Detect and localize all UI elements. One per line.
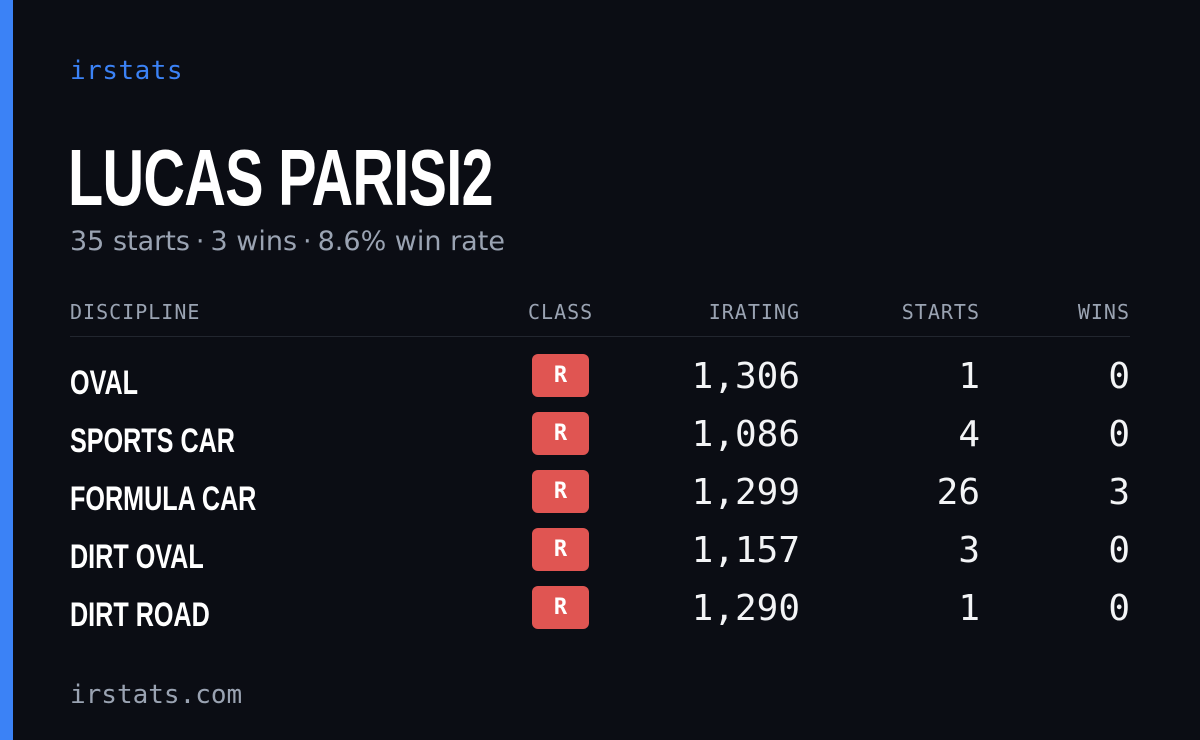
starts-value: 3 <box>958 530 980 571</box>
wins-value: 0 <box>1108 414 1130 455</box>
discipline-name: DIRT ROAD <box>70 596 210 634</box>
discipline-name: SPORTS CAR <box>70 422 235 460</box>
footer-url: irstats.com <box>70 680 243 710</box>
class-badge: R <box>532 412 589 455</box>
starts-count: 35 starts <box>70 226 190 257</box>
header-irating: IRATING <box>708 300 800 324</box>
irating-value: 1,157 <box>691 530 800 571</box>
irating-value: 1,290 <box>691 588 800 629</box>
irating-value: 1,299 <box>691 472 800 513</box>
separator: · <box>195 226 205 257</box>
table-row: SPORTS CAR R 1,086 4 0 <box>70 412 1130 470</box>
class-badge: R <box>532 586 589 629</box>
header-starts: STARTS <box>901 300 980 324</box>
brand-logo: irstats <box>70 56 184 86</box>
table-row: DIRT ROAD R 1,290 1 0 <box>70 586 1130 644</box>
starts-value: 1 <box>958 588 980 629</box>
driver-summary: 35 starts · 3 wins · 8.6% win rate <box>70 226 505 257</box>
class-badge: R <box>532 354 589 397</box>
separator: · <box>303 226 312 257</box>
header-discipline: DISCIPLINE <box>70 300 201 324</box>
irating-value: 1,306 <box>691 356 800 397</box>
discipline-name: OVAL <box>70 364 139 402</box>
table-row: OVAL R 1,306 1 0 <box>70 354 1130 412</box>
discipline-name: FORMULA CAR <box>70 480 257 518</box>
discipline-name: DIRT OVAL <box>70 538 204 576</box>
wins-value: 3 <box>1108 472 1130 513</box>
class-badge: R <box>532 528 589 571</box>
driver-name: LUCAS PARISI2 <box>68 133 494 222</box>
table-row: FORMULA CAR R 1,299 26 3 <box>70 470 1130 528</box>
table-body: OVAL R 1,306 1 0 SPORTS CAR R 1,086 4 0 … <box>70 354 1130 644</box>
starts-value: 4 <box>958 414 980 455</box>
accent-bar <box>0 0 13 740</box>
stats-table: DISCIPLINE CLASS IRATING STARTS WINS OVA… <box>70 300 1130 644</box>
header-class: CLASS <box>528 300 594 324</box>
class-badge: R <box>532 470 589 513</box>
wins-value: 0 <box>1108 356 1130 397</box>
win-rate: 8.6% win rate <box>317 226 505 257</box>
starts-value: 1 <box>958 356 980 397</box>
header-wins: WINS <box>1077 300 1130 324</box>
irating-value: 1,086 <box>691 414 800 455</box>
table-header: DISCIPLINE CLASS IRATING STARTS WINS <box>70 300 1130 337</box>
wins-value: 0 <box>1108 530 1130 571</box>
wins-count: 3 wins <box>210 226 298 257</box>
table-row: DIRT OVAL R 1,157 3 0 <box>70 528 1130 586</box>
wins-value: 0 <box>1108 588 1130 629</box>
starts-value: 26 <box>936 472 980 513</box>
